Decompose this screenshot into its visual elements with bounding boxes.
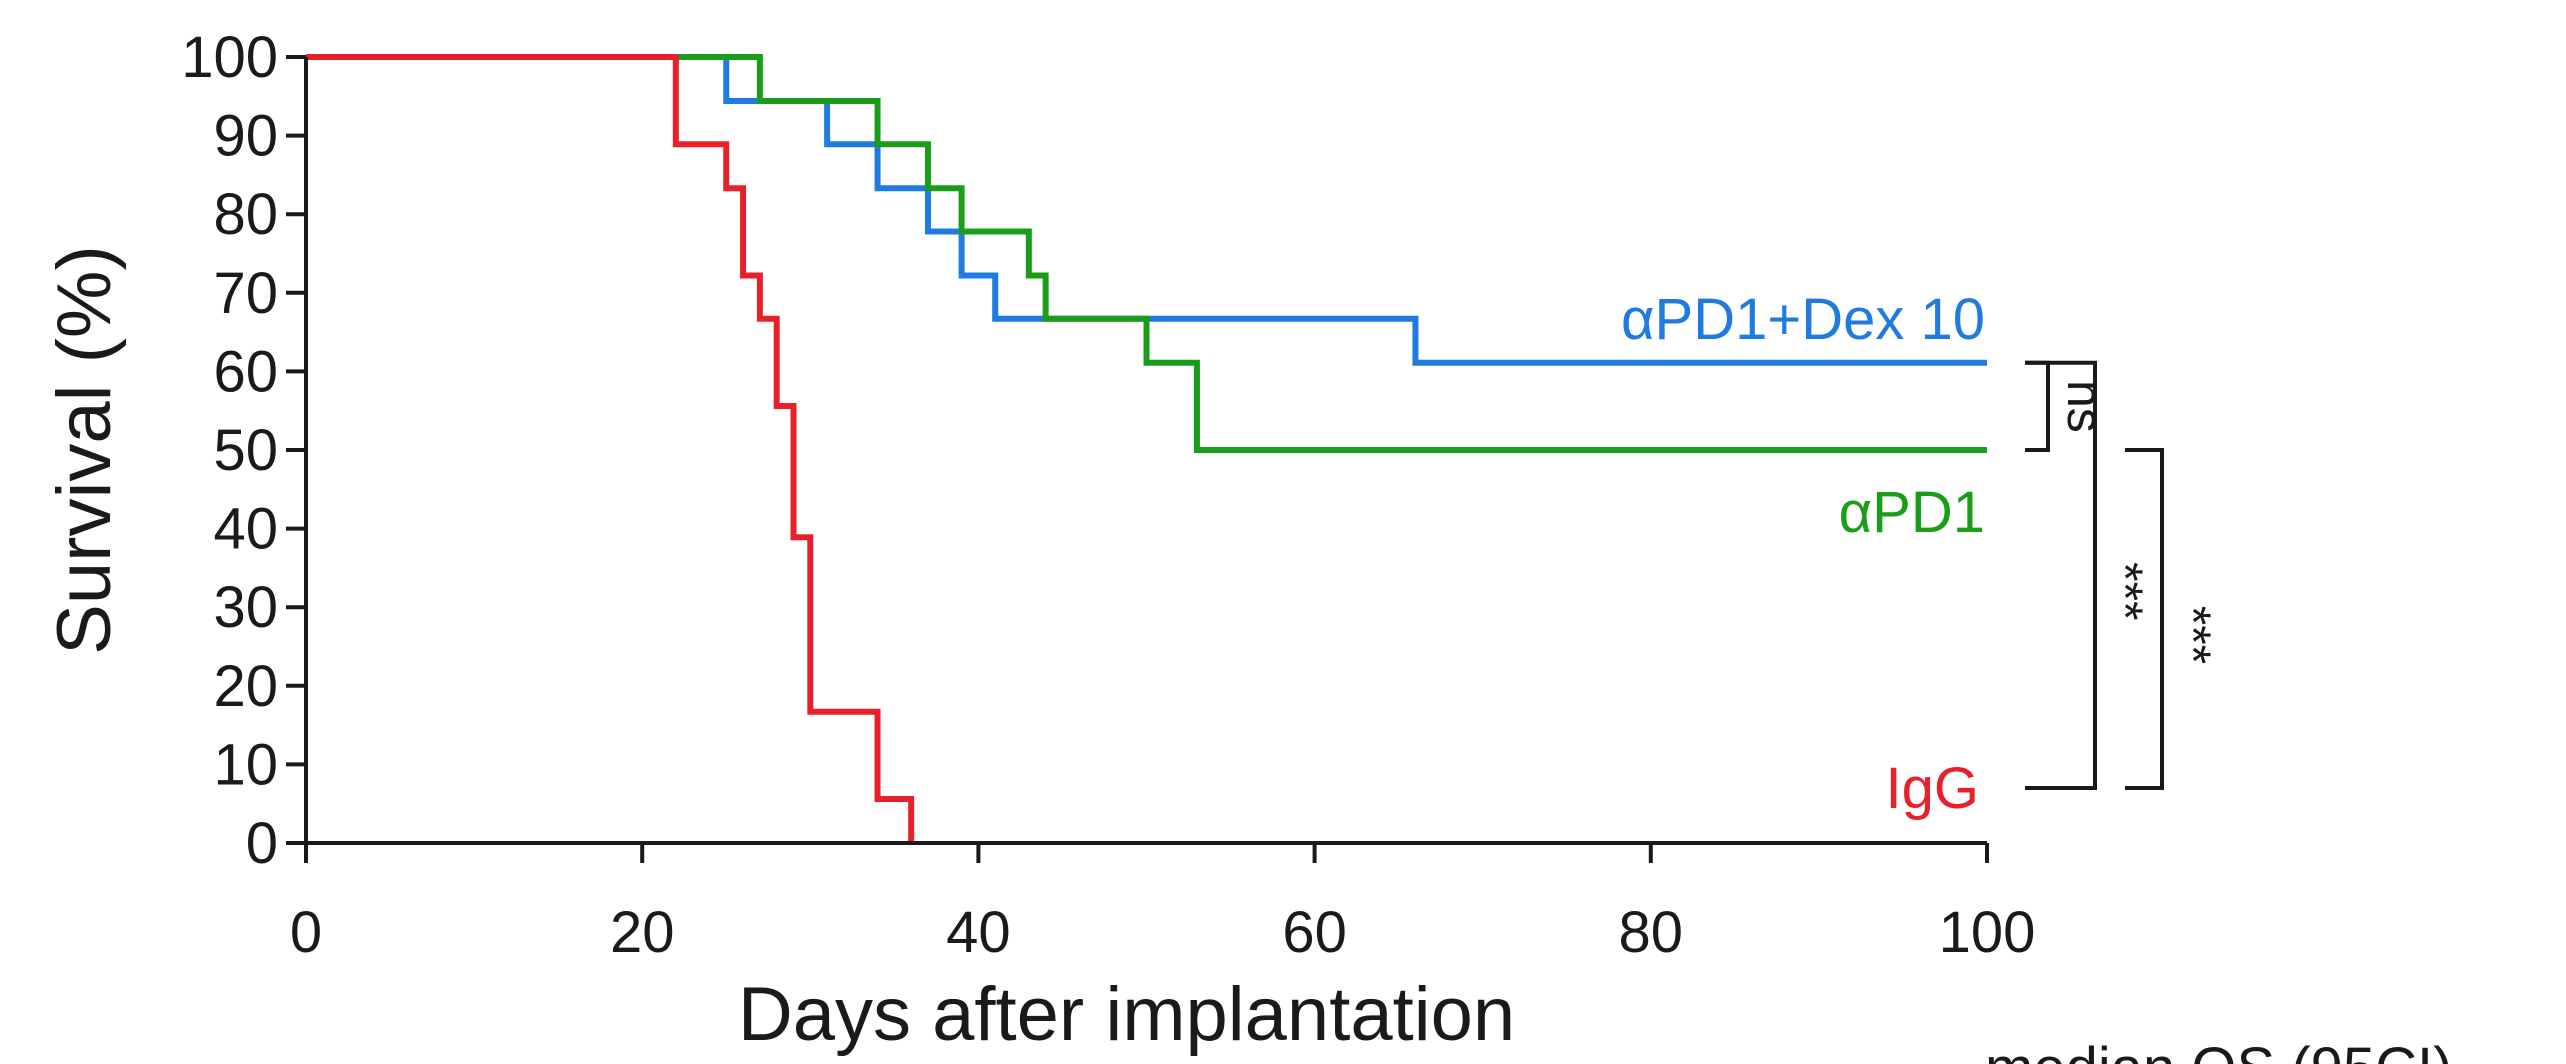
y-tick-label: 80 [213,182,278,247]
survival-curve-igg [306,54,915,843]
series-label-apd1-dex10: αPD1+Dex 10 [1621,287,1985,352]
bracket-apd1dex-vs-igg [2025,360,2097,790]
x-tick-label: 40 [946,900,1011,965]
survival-curve-apd1 [306,54,1987,453]
x-tick-label: 20 [610,900,675,965]
x-tick-label: 100 [1939,900,2036,965]
y-tick-label: 70 [213,261,278,326]
series-label-apd1: αPD1 [1839,480,1985,545]
x-axis-title: Days after implantation [738,972,1515,1057]
y-axis-title: Survival (%) [42,245,127,655]
y-tick-label: 10 [213,732,278,797]
significance-label-ns: ns [2057,380,2113,433]
x-tick-label: 80 [1619,900,1684,965]
footnote-median-os: median OS (95CI) [1985,1036,2452,1064]
y-tick-label: 0 [246,811,278,876]
y-tick-label: 40 [213,497,278,562]
significance-label-apd1-vs-igg: *** [2165,606,2221,664]
series-label-igg: IgG [1886,756,1980,821]
x-tick-label: 60 [1282,900,1347,965]
y-tick-label: 20 [213,654,278,719]
survival-curves [306,54,1987,843]
y-axis-ticks: 0 10 20 30 40 50 60 70 80 90 100 [181,25,306,876]
x-axis-ticks: 0 20 40 60 80 100 [290,843,2036,965]
y-tick-label: 50 [213,418,278,483]
significance-label-apd1dex-vs-igg: *** [2097,562,2153,620]
bracket-ns [2025,360,2050,452]
y-tick-label: 60 [213,339,278,404]
y-tick-label: 100 [181,25,278,90]
x-tick-label: 0 [290,900,322,965]
y-tick-label: 90 [213,104,278,169]
y-tick-label: 30 [213,575,278,640]
bracket-apd1-vs-igg [2125,448,2164,790]
significance-brackets: ns *** *** [2025,360,2221,790]
